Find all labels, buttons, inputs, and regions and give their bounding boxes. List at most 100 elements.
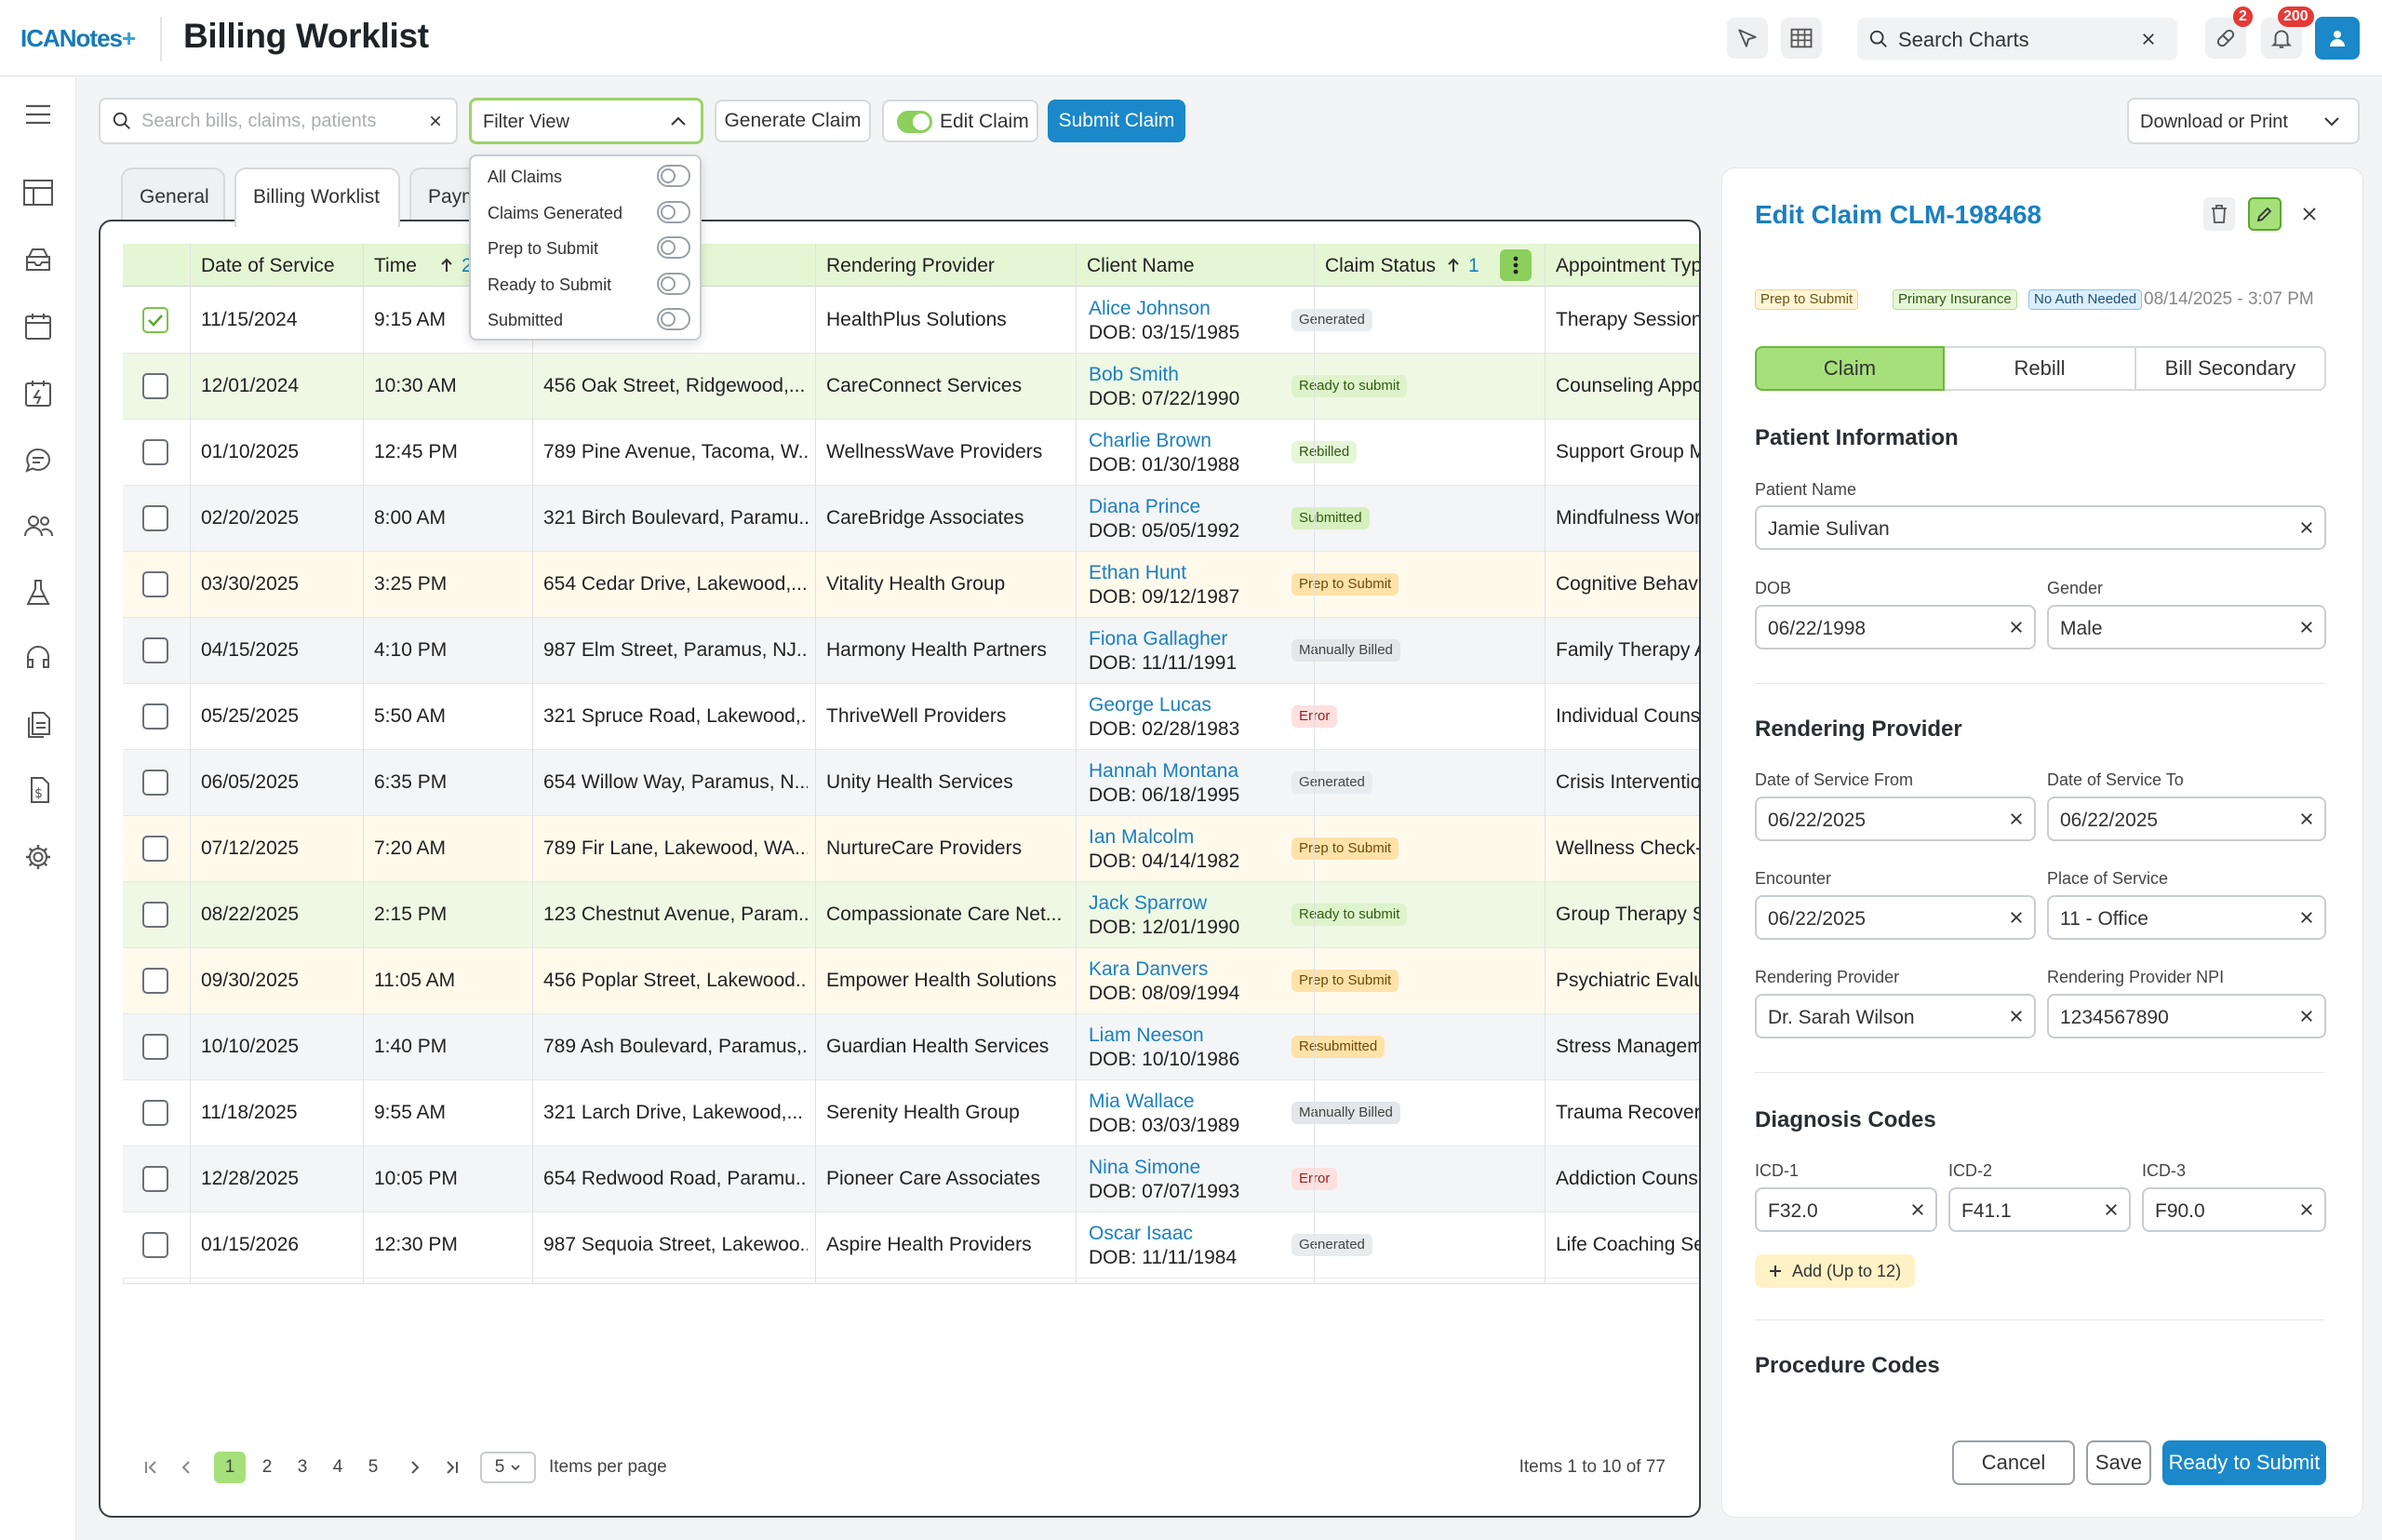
cell-client[interactable]: George Lucas DOB: 02/28/1983 [1089,693,1239,742]
tab-billing-worklist[interactable]: Billing Worklist [234,167,400,227]
close-panel-button[interactable] [2293,197,2326,231]
page-1[interactable]: 1 [214,1452,246,1483]
header-date[interactable]: Date of Service [190,244,363,287]
header-provider[interactable]: Rendering Provider [815,244,1076,287]
bill-search-input[interactable]: Search bills, claims, patients [99,98,458,144]
headset-icon[interactable] [20,639,57,676]
client-name-link[interactable]: George Lucas [1089,694,1211,716]
client-name-link[interactable]: Nina Simone [1089,1157,1201,1178]
cell-client[interactable]: Diana Prince DOB: 05/05/1992 [1089,495,1239,543]
cell-client[interactable]: Jack Sparrow DOB: 12/01/1990 [1089,891,1239,940]
logo[interactable]: ICANotes+ [20,24,136,52]
row-checkbox[interactable] [142,505,168,531]
table-row[interactable]: 01/10/2025 12:45 PM 789 Pine Avenue, Tacom… [123,420,1699,486]
icd1-field[interactable]: F32.0 [1755,1187,1937,1232]
table-row[interactable]: 11/18/2025 9:55 AM 321 Larch Drive, Lakewo… [123,1080,1699,1146]
client-name-link[interactable]: Kara Danvers [1089,958,1209,980]
segment-claim[interactable]: Claim [1755,346,1945,391]
next-page-icon[interactable] [404,1452,426,1483]
cell-client[interactable]: Nina Simone DOB: 07/07/1993 [1089,1156,1239,1204]
client-name-link[interactable]: Hannah Montana [1089,760,1239,782]
header-status[interactable]: Claim Status 1 [1314,244,1545,287]
settings-gear-icon[interactable] [20,838,57,876]
row-checkbox[interactable] [142,637,168,663]
cell-client[interactable]: Bob Smith DOB: 07/22/1990 [1089,363,1239,411]
lab-flask-icon[interactable] [20,574,57,611]
pos-field[interactable]: 11 - Office [2047,895,2326,940]
filter-ready-to-submit-toggle[interactable] [657,273,690,295]
filter-prep-to-submit[interactable]: Prep to Submit [488,239,599,258]
segment-rebill[interactable]: Rebill [1945,346,2136,391]
filter-ready-to-submit[interactable]: Ready to Submit [488,275,612,294]
dashboard-icon[interactable] [20,174,57,211]
rendering-provider-field[interactable]: Dr. Sarah Wilson [1755,994,2036,1038]
chat-icon[interactable] [20,442,57,479]
search-charts-input[interactable]: Search Charts [1857,18,2177,60]
first-page-icon[interactable] [140,1452,162,1483]
client-name-link[interactable]: Charlie Brown [1089,430,1211,451]
row-checkbox[interactable] [142,1166,168,1192]
calendar-flash-icon[interactable] [20,375,57,412]
filter-all-claims[interactable]: All Claims [488,167,563,186]
header-appointment[interactable]: Appointment Typ [1545,244,1699,287]
cell-client[interactable]: Ian Malcolm DOB: 04/14/1982 [1089,825,1239,874]
delete-button[interactable] [2203,197,2235,231]
row-checkbox[interactable] [142,902,168,928]
row-checkbox[interactable] [142,1034,168,1060]
table-row[interactable]: 12/01/2024 10:30 AM 456 Oak Street, Ridgew… [123,354,1699,420]
client-name-link[interactable]: Liam Neeson [1089,1024,1204,1046]
edit-claim-toggle[interactable]: Edit Claim [882,100,1038,142]
filter-claims-generated-toggle[interactable] [657,201,690,223]
add-diagnosis-button[interactable]: Add (Up to 12) [1755,1254,1915,1288]
dob-field[interactable]: 06/22/1998 [1755,605,2036,649]
menu-icon[interactable] [20,96,57,133]
client-name-link[interactable]: Diana Prince [1089,496,1201,517]
toggle-switch[interactable] [897,111,932,133]
cell-client[interactable]: Mia Wallace DOB: 03/03/1989 [1089,1090,1239,1138]
table-row[interactable]: 05/25/2025 5:50 AM 321 Spruce Road, Lakewo… [123,684,1699,750]
filter-all-claims-toggle[interactable] [657,165,690,187]
generate-claim-button[interactable]: Generate Claim [715,100,871,142]
documents-icon[interactable] [20,706,57,743]
inbox-icon[interactable] [20,241,57,278]
filter-claims-generated[interactable]: Claims Generated [488,204,623,222]
table-row[interactable]: 02/20/2025 8:00 AM 321 Birch Boulevard, Pa… [123,486,1699,552]
cell-client[interactable]: Alice Johnson DOB: 03/15/1985 [1089,297,1239,345]
row-checkbox[interactable] [142,439,168,465]
client-name-link[interactable]: Jack Sparrow [1089,892,1208,914]
icd2-field[interactable]: F41.1 [1948,1187,2131,1232]
notifications-button[interactable]: 200 [2261,7,2314,59]
prev-page-icon[interactable] [175,1452,197,1483]
submit-claim-button[interactable]: Submit Claim [1048,100,1185,142]
cell-client[interactable]: Fiona Gallagher DOB: 11/11/1991 [1089,627,1237,676]
grid-view-button[interactable] [1781,18,1822,59]
tab-general[interactable]: General [121,167,225,225]
client-name-link[interactable]: Fiona Gallagher [1089,628,1228,649]
table-row[interactable]: 10/10/2025 1:40 PM 789 Ash Boulevard, Para… [123,1014,1699,1080]
row-checkbox[interactable] [142,373,168,399]
npi-field[interactable]: 1234567890 [2047,994,2326,1038]
table-row[interactable]: 08/22/2025 2:15 PM 123 Chestnut Avenue, Pa… [123,882,1699,948]
filter-submitted-toggle[interactable] [657,308,690,330]
download-print-dropdown[interactable]: Download or Print [2127,98,2360,144]
cell-client[interactable]: Liam Neeson DOB: 10/10/1986 [1089,1024,1239,1072]
table-row[interactable]: 07/12/2025 7:20 AM 789 Fir Lane, Lakewood,… [123,816,1699,882]
cancel-button[interactable]: Cancel [1952,1440,2075,1485]
billing-icon[interactable]: $ [20,771,57,809]
client-name-link[interactable]: Alice Johnson [1089,298,1211,319]
page-2[interactable]: 2 [261,1457,273,1477]
edit-button[interactable] [2248,197,2282,231]
row-checkbox[interactable] [142,571,168,597]
column-menu-button[interactable] [1500,249,1532,281]
dos-from-field[interactable]: 06/22/2025 [1755,797,2036,841]
encounter-field[interactable]: 06/22/2025 [1755,895,2036,940]
save-button[interactable]: Save [2086,1440,2151,1485]
table-row[interactable]: 09/30/2025 11:05 AM 456 Poplar Street, Lak… [123,948,1699,1014]
ready-to-submit-button[interactable]: Ready to Submit [2162,1440,2326,1485]
calendar-icon[interactable] [20,308,57,345]
table-row[interactable]: 06/05/2025 6:35 PM 654 Willow Way, Paramus… [123,750,1699,816]
row-checkbox[interactable] [142,836,168,862]
page-4[interactable]: 4 [332,1457,343,1477]
cell-client[interactable]: Hannah Montana DOB: 06/18/1995 [1089,759,1239,808]
